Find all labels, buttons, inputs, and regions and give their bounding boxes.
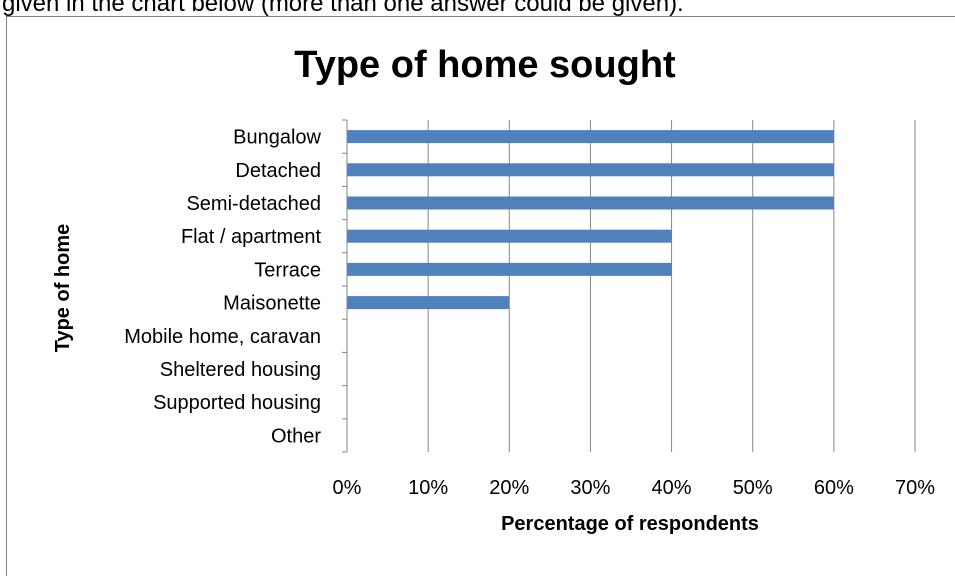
category-label: Detached [235,160,321,182]
x-tick-labels: 0% 10% 20% 30% 40% 50% 60% 70% [333,477,936,499]
y-axis-title: Type of home [52,224,74,353]
x-tick-label: 40% [652,477,692,499]
bar [347,296,510,310]
bars [347,130,834,310]
chart-frame [6,16,955,576]
x-axis-title: Percentage of respondents [501,513,759,535]
x-tick-label: 60% [814,477,854,499]
category-label: Bungalow [233,127,321,149]
bar [347,262,672,276]
bar [347,130,834,144]
x-tick-label: 30% [570,477,610,499]
category-label: Sheltered housing [160,359,321,381]
category-label: Terrace [254,259,321,281]
x-tick-label: 70% [895,477,935,499]
page-caption: given in the chart below (more than one … [2,0,684,17]
bar [347,196,834,210]
category-label: Maisonette [223,293,321,315]
x-tick-label: 50% [733,477,773,499]
category-label: Other [271,425,321,447]
bar [347,229,672,243]
axes [342,119,348,453]
category-label: Mobile home, caravan [124,326,321,348]
bar [347,163,834,177]
chart-title: Type of home sought [294,44,676,86]
category-label: Semi-detached [186,193,321,215]
x-tick-label: 20% [489,477,529,499]
category-labels: Bungalow Detached Semi-detached Flat / apar… [124,127,321,448]
category-label: Flat / apartment [181,226,322,248]
x-tick-label: 0% [333,477,362,499]
x-tick-label: 10% [408,477,448,499]
bar-chart: Type of home sought Type of home Percent… [52,44,936,535]
category-label: Supported housing [153,392,321,414]
